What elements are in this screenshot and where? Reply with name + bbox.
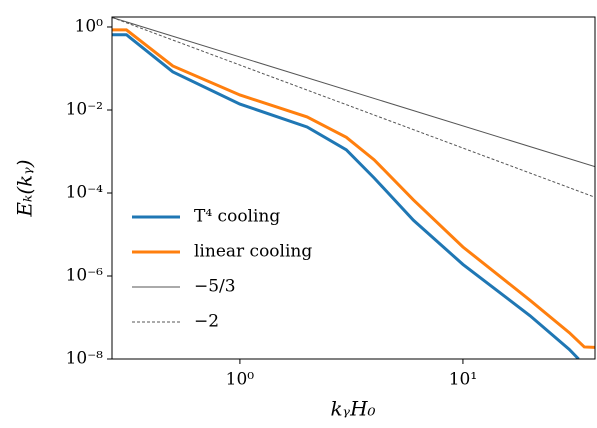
y-tick-label: 10⁻⁸ xyxy=(66,349,104,369)
x-tick-label: 10⁰ xyxy=(226,370,255,390)
legend-label: T⁴ cooling xyxy=(194,207,280,227)
y-tick-label: 10⁻⁴ xyxy=(66,182,104,202)
legend-label: −5/3 xyxy=(194,277,236,297)
legend-label: linear cooling xyxy=(194,242,312,262)
series-line xyxy=(112,17,595,198)
legend-label: −2 xyxy=(194,312,219,332)
series-line xyxy=(112,17,595,168)
series-line xyxy=(112,33,580,359)
plot-frame xyxy=(111,16,596,360)
x-tick-label: 10¹ xyxy=(449,370,477,390)
y-tick-label: 10⁻² xyxy=(66,99,103,119)
y-tick-label: 10⁻⁶ xyxy=(66,265,104,285)
x-axis-label: kᵧH₀ xyxy=(330,397,375,421)
series-line xyxy=(112,28,595,349)
y-tick-label: 10⁰ xyxy=(75,16,104,36)
y-axis-label: Eₖ(kᵧ) xyxy=(13,159,37,217)
